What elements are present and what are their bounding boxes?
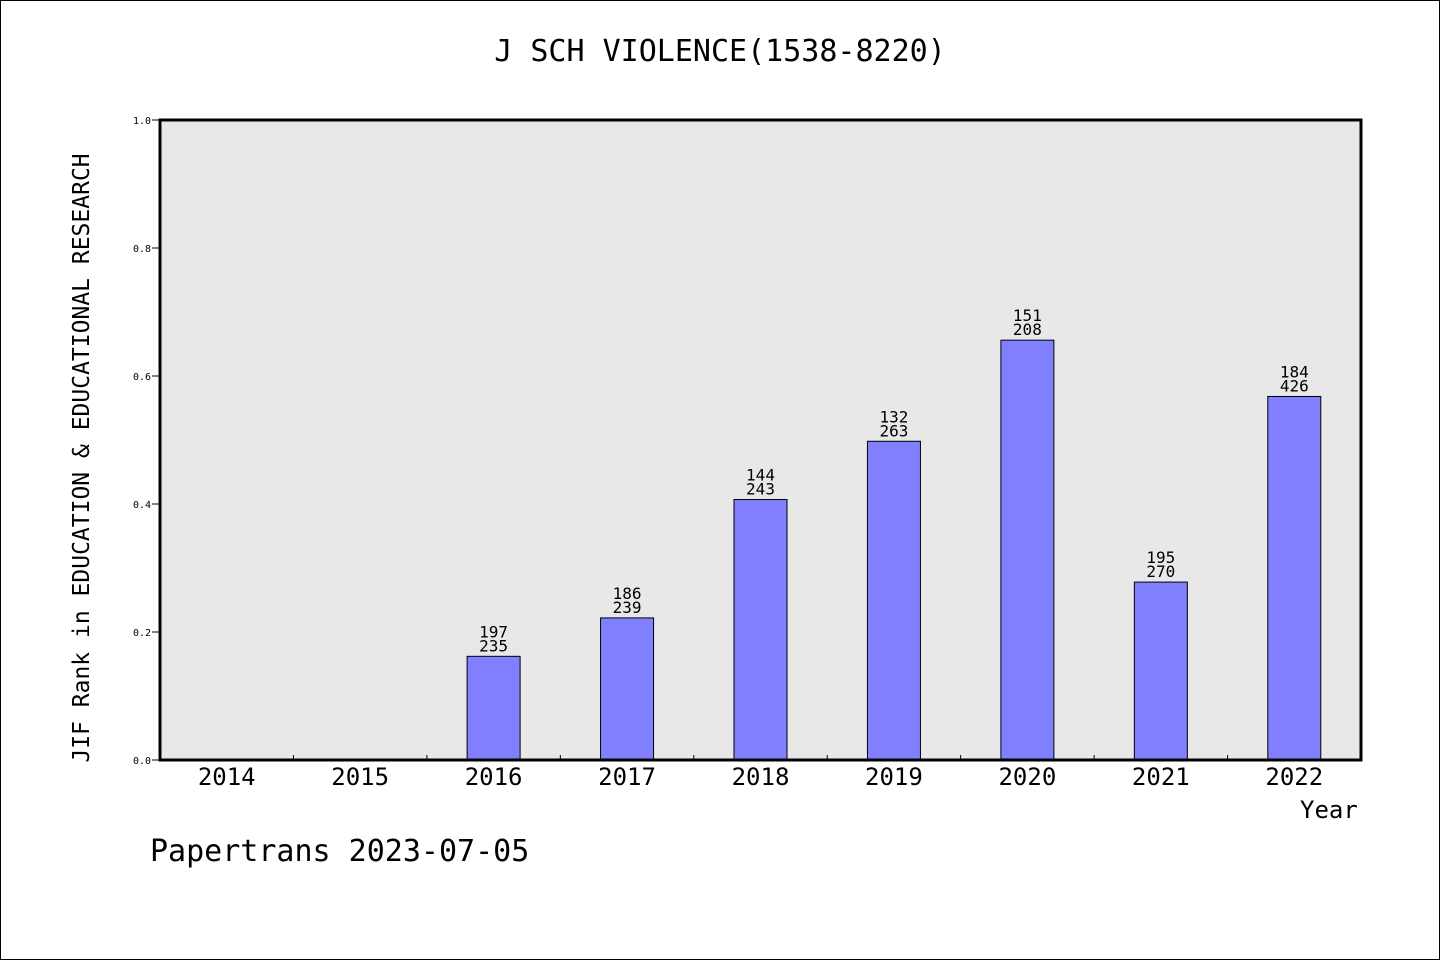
x-tick-label: 2021 (1132, 763, 1190, 791)
x-axis-label: Year (1300, 796, 1358, 824)
bar (1133, 581, 1188, 761)
chart-title: J SCH VIOLENCE(1538-8220) (494, 34, 946, 69)
bar-label-rank: 132 (879, 407, 908, 426)
bar-label-total: 263 (879, 421, 908, 440)
bar-label-total: 239 (613, 598, 642, 617)
bar-label-total: 426 (1280, 376, 1309, 395)
bar (600, 617, 655, 761)
x-tick-label: 2015 (331, 763, 389, 791)
x-tick-label: 2017 (598, 763, 656, 791)
bar-label-total: 243 (746, 480, 775, 499)
x-tick-label: 2019 (865, 763, 923, 791)
bar-label-rank: 151 (1013, 306, 1042, 325)
y-tick-label: 0.6 (133, 372, 151, 383)
x-tick-label: 2020 (998, 763, 1056, 791)
bar-label-rank: 184 (1280, 362, 1309, 381)
bar-label-total: 270 (1146, 562, 1175, 581)
footer-credit: Papertrans 2023-07-05 (150, 834, 530, 869)
bar-label-rank: 197 (479, 622, 508, 641)
bar-label-total: 235 (479, 636, 508, 655)
bar (733, 499, 788, 761)
bar-label-rank: 186 (613, 584, 642, 603)
bar (1267, 395, 1322, 761)
y-tick-label: 0.4 (133, 500, 151, 511)
y-tick-label: 0.8 (133, 244, 151, 255)
bar-label-total: 208 (1013, 320, 1042, 339)
x-tick-label: 2022 (1265, 763, 1323, 791)
y-tick-label: 1.0 (133, 116, 151, 127)
bar (866, 440, 921, 761)
y-tick-label: 0.0 (133, 756, 151, 767)
bar-label-rank: 195 (1146, 548, 1175, 567)
y-tick-label: 0.2 (133, 628, 151, 639)
bar-label-rank: 144 (746, 466, 775, 485)
x-tick-label: 2014 (198, 763, 256, 791)
x-tick-label: 2018 (732, 763, 790, 791)
plot-border (158, 118, 1363, 762)
bar (466, 655, 521, 761)
bar (1000, 339, 1055, 761)
x-tick-label: 2016 (465, 763, 523, 791)
